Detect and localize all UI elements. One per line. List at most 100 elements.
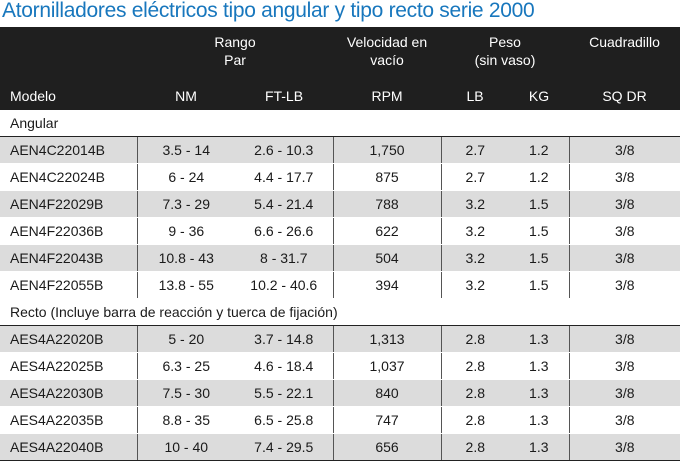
cell-kg: 1.2	[509, 136, 570, 164]
cell-kg: 1.3	[509, 352, 570, 380]
cell-rpm: 875	[332, 163, 442, 191]
cell-kg: 1.2	[509, 163, 570, 191]
cell-lb: 2.7	[440, 163, 510, 191]
cell-model: AES4A22025B	[0, 352, 137, 380]
table-row: AES4A22040B 10 - 40 7.4 - 29.5 656 2.8 1.3 3/8	[0, 433, 680, 461]
cell-rpm: 656	[332, 433, 442, 461]
cell-nm: 7.5 - 30	[136, 379, 235, 407]
table-row: AEN4F22055B 13.8 - 55 10.2 - 40.6 394 3.2 1.5…	[0, 271, 680, 299]
cell-sq: 3/8	[568, 352, 680, 380]
table-row: AES4A22035B 8.8 - 35 6.5 - 25.8 747 2.8 1.3 3/…	[0, 406, 680, 434]
header-velocidad-line2: vacío	[370, 52, 404, 68]
cell-sq: 3/8	[568, 379, 680, 407]
cell-model: AEN4C22024B	[0, 163, 137, 191]
table-header: Rango Par Velocidad en vacío Peso (sin v…	[0, 27, 680, 110]
cell-kg: 1.5	[509, 244, 570, 272]
cell-rpm: 1,037	[332, 352, 442, 380]
cell-kg: 1.5	[509, 217, 570, 245]
cell-kg: 1.5	[509, 190, 570, 218]
cell-rpm: 394	[332, 271, 442, 299]
header-velocidad: Velocidad en vacío	[333, 27, 441, 82]
cell-model: AES4A22020B	[0, 325, 137, 353]
cell-model: AEN4F22029B	[0, 190, 137, 218]
cell-ftlb: 7.4 - 29.5	[235, 433, 334, 461]
cell-rpm: 504	[332, 244, 442, 272]
header-kg: KG	[528, 88, 550, 104]
header-ftlb: FT-LB	[264, 88, 304, 104]
table-row: AES4A22025B 6.3 - 25 4.6 - 18.4 1,037 2.8 1.3…	[0, 352, 680, 380]
cell-lb: 3.2	[440, 217, 510, 245]
cell-rpm: 1,313	[332, 325, 442, 353]
cell-ftlb: 4.4 - 17.7	[235, 163, 334, 191]
cell-nm: 7.3 - 29	[136, 190, 235, 218]
cell-kg: 1.3	[509, 406, 570, 434]
header-peso: Peso (sin vaso)	[441, 27, 569, 82]
header-nm: NM	[175, 88, 197, 104]
cell-sq: 3/8	[568, 433, 680, 461]
cell-kg: 1.3	[509, 433, 570, 461]
cell-rpm: 622	[332, 217, 442, 245]
group-label: Recto (Incluye barra de reacción y tuerc…	[0, 298, 680, 326]
table-body: Angular AEN4C22014B 3.5 - 14 2.6 - 10.3 1,75…	[0, 110, 680, 461]
cell-nm: 8.8 - 35	[136, 406, 235, 434]
header-rango-par: Rango Par	[137, 27, 333, 82]
cell-model: AES4A22035B	[0, 406, 137, 434]
table-row: AEN4F22029B 7.3 - 29 5.4 - 21.4 788 3.2 1.5 3/…	[0, 190, 680, 218]
cell-lb: 3.2	[440, 190, 510, 218]
cell-nm: 10.8 - 43	[136, 244, 235, 272]
cell-model: AEN4F22055B	[0, 271, 137, 299]
cell-lb: 2.8	[440, 433, 510, 461]
cell-model: AES4A22030B	[0, 379, 137, 407]
cell-lb: 2.8	[440, 406, 510, 434]
cell-nm: 10 - 40	[136, 433, 235, 461]
cell-nm: 5 - 20	[136, 325, 235, 353]
cell-sq: 3/8	[568, 244, 680, 272]
header-rango-par-line1: Rango	[214, 34, 256, 50]
cell-model: AEN4F22036B	[0, 217, 137, 245]
cell-ftlb: 6.6 - 26.6	[235, 217, 334, 245]
cell-ftlb: 5.5 - 22.1	[235, 379, 334, 407]
cell-rpm: 788	[332, 190, 442, 218]
cell-lb: 2.8	[440, 325, 510, 353]
cell-rpm: 1,750	[332, 136, 442, 164]
header-sqdr: SQ DR	[602, 88, 647, 104]
header-peso-line1: Peso	[489, 34, 521, 50]
table-row: AES4A22030B 7.5 - 30 5.5 - 22.1 840 2.8 1.3 3/…	[0, 379, 680, 407]
cell-rpm: 840	[332, 379, 442, 407]
header-rango-par-line2: Par	[224, 52, 246, 68]
cell-lb: 2.7	[440, 136, 510, 164]
cell-lb: 2.8	[440, 352, 510, 380]
cell-kg: 1.5	[509, 271, 570, 299]
header-cuadradillo: Cuadradillo	[589, 34, 660, 50]
cell-rpm: 747	[332, 406, 442, 434]
table-row: AEN4F22043B 10.8 - 43 8 - 31.7 504 3.2 1.5 3/8	[0, 244, 680, 272]
header-velocidad-line1: Velocidad en	[346, 34, 428, 50]
cell-ftlb: 3.7 - 14.8	[235, 325, 334, 353]
header-lb: LB	[466, 88, 484, 104]
cell-kg: 1.3	[509, 379, 570, 407]
cell-ftlb: 8 - 31.7	[235, 244, 334, 272]
cell-ftlb: 10.2 - 40.6	[235, 271, 334, 299]
cell-nm: 6.3 - 25	[136, 352, 235, 380]
group-header-row: Recto (Incluye barra de reacción y tuerc…	[0, 298, 680, 326]
group-label: Angular	[0, 110, 680, 137]
cell-nm: 13.8 - 55	[136, 271, 235, 299]
cell-nm: 9 - 36	[136, 217, 235, 245]
cell-ftlb: 2.6 - 10.3	[235, 136, 334, 164]
cell-lb: 2.8	[440, 379, 510, 407]
cell-sq: 3/8	[568, 406, 680, 434]
cell-sq: 3/8	[568, 163, 680, 191]
table-row: AES4A22020B 5 - 20 3.7 - 14.8 1,313 2.8 1.3 3/…	[0, 325, 680, 353]
cell-model: AEN4C22014B	[0, 136, 137, 164]
cell-sq: 3/8	[568, 217, 680, 245]
header-rpm: RPM	[371, 88, 403, 104]
table-row: AEN4C22024B 6 - 24 4.4 - 17.7 875 2.7 1.2 3/8	[0, 163, 680, 191]
cell-lb: 3.2	[440, 271, 510, 299]
table-row: AEN4C22014B 3.5 - 14 2.6 - 10.3 1,750 2.7 1.2…	[0, 136, 680, 164]
cell-ftlb: 4.6 - 18.4	[235, 352, 334, 380]
cell-sq: 3/8	[568, 136, 680, 164]
cell-sq: 3/8	[568, 325, 680, 353]
cell-model: AES4A22040B	[0, 433, 137, 461]
header-blank	[0, 27, 137, 82]
cell-kg: 1.3	[509, 325, 570, 353]
